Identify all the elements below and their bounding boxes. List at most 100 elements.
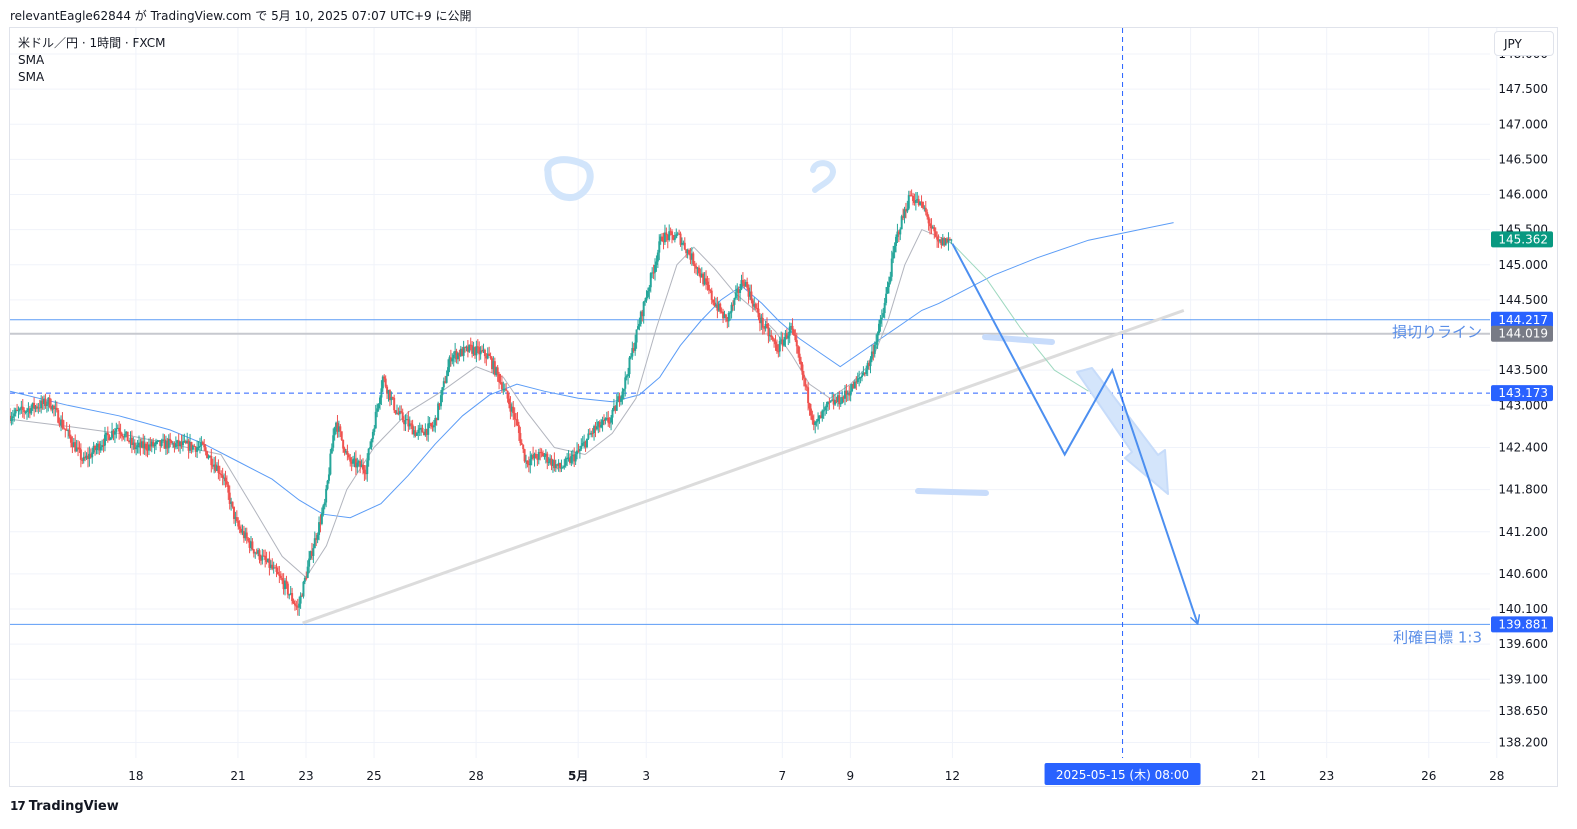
candle-body bbox=[919, 201, 922, 205]
candle-body bbox=[398, 411, 401, 415]
chart-pane[interactable] bbox=[9, 27, 1558, 787]
candle-body bbox=[159, 440, 162, 446]
tradingview-brand[interactable]: 17 TradingView bbox=[10, 799, 119, 814]
candle-body bbox=[377, 404, 380, 409]
candle-body bbox=[581, 442, 584, 446]
candle-body bbox=[34, 406, 37, 409]
candle-body bbox=[792, 329, 795, 336]
currency-selector[interactable]: JPY bbox=[1494, 31, 1554, 56]
candle-body bbox=[431, 426, 434, 428]
candle-body bbox=[211, 465, 214, 467]
candle-body bbox=[926, 212, 929, 217]
candle-body bbox=[67, 430, 70, 432]
candle-body bbox=[680, 243, 683, 245]
candle-body bbox=[153, 444, 156, 447]
candle-body bbox=[447, 367, 450, 377]
candle-body bbox=[206, 451, 209, 458]
sketch-arrow-down bbox=[1076, 367, 1169, 495]
candle-body bbox=[751, 300, 754, 307]
candle-body bbox=[394, 410, 397, 414]
candle-body bbox=[99, 446, 102, 451]
candle-body bbox=[709, 290, 712, 292]
candle-body bbox=[381, 376, 384, 389]
candle-body bbox=[279, 575, 282, 579]
candle-body bbox=[940, 239, 943, 246]
candle-body bbox=[682, 242, 685, 244]
candle-body bbox=[48, 397, 51, 408]
candle-body bbox=[366, 460, 369, 475]
candle-body bbox=[634, 342, 637, 351]
candle-body bbox=[629, 356, 632, 358]
symbol-title[interactable]: 米ドル／円 · 1時間 · FXCM bbox=[18, 36, 166, 50]
candle-body bbox=[688, 250, 691, 255]
candle-body bbox=[95, 447, 98, 451]
candle-body bbox=[108, 435, 111, 441]
candle-body bbox=[252, 549, 255, 554]
candle-body bbox=[183, 440, 186, 442]
price-tag-bg bbox=[1491, 385, 1553, 402]
indicator-sma-1[interactable]: SMA bbox=[18, 53, 45, 67]
indicator-sma-2[interactable]: SMA bbox=[18, 70, 45, 84]
candle-body bbox=[879, 319, 882, 324]
date-tick-label: 23 bbox=[298, 769, 313, 783]
candle-body bbox=[109, 437, 112, 441]
candle-body bbox=[271, 564, 274, 569]
candle-body bbox=[563, 465, 566, 468]
candle-body bbox=[720, 311, 723, 313]
candle-body bbox=[950, 239, 953, 241]
candle-body bbox=[421, 427, 424, 433]
candle-body bbox=[275, 567, 278, 572]
candle-body bbox=[654, 264, 657, 273]
candle-body bbox=[203, 444, 206, 448]
candle-body bbox=[604, 418, 607, 421]
candle-body bbox=[373, 428, 376, 432]
price-tick-label: 146.000 bbox=[1498, 188, 1548, 202]
candle-body bbox=[157, 440, 160, 442]
candle-body bbox=[163, 439, 166, 449]
candle-body bbox=[43, 398, 46, 404]
candle-body bbox=[707, 284, 710, 291]
candle-body bbox=[78, 447, 81, 450]
candle-body bbox=[257, 550, 260, 554]
candle-body bbox=[125, 431, 128, 434]
candle-body bbox=[863, 372, 866, 374]
candle-body bbox=[883, 302, 886, 314]
candle-body bbox=[663, 232, 666, 243]
candle-body bbox=[172, 443, 175, 445]
candle-body bbox=[785, 333, 788, 339]
candle-body bbox=[896, 231, 899, 237]
candle-body bbox=[685, 249, 688, 254]
candle-body bbox=[349, 457, 352, 462]
candle-body bbox=[631, 348, 634, 357]
candle-body bbox=[771, 337, 774, 340]
candle-body bbox=[20, 406, 23, 409]
candle-body bbox=[534, 453, 537, 459]
candle-body bbox=[286, 583, 289, 595]
candle-body bbox=[683, 242, 686, 250]
candle-body bbox=[829, 400, 832, 402]
stop-loss-label: 損切りライン bbox=[1392, 323, 1482, 341]
candle-body bbox=[520, 443, 523, 445]
candle-body bbox=[526, 460, 529, 465]
candle-body bbox=[150, 441, 153, 447]
candle-body bbox=[750, 291, 753, 301]
candle-body bbox=[133, 442, 136, 450]
candle-body bbox=[858, 378, 861, 380]
candle-body bbox=[26, 410, 29, 412]
candle-body bbox=[74, 442, 77, 452]
candle-body bbox=[936, 236, 939, 240]
candle-body bbox=[456, 353, 459, 360]
candle-body bbox=[880, 317, 883, 320]
candle-body bbox=[232, 506, 235, 519]
candle-body bbox=[235, 517, 238, 522]
candle-body bbox=[116, 427, 119, 429]
candle-body bbox=[746, 282, 749, 288]
candle-body bbox=[743, 283, 746, 287]
candle-body bbox=[513, 413, 516, 420]
candle-body bbox=[809, 408, 812, 416]
candle-body bbox=[893, 245, 896, 253]
candle-body bbox=[305, 577, 308, 579]
candle-body bbox=[559, 462, 562, 469]
candle-body bbox=[887, 282, 890, 288]
